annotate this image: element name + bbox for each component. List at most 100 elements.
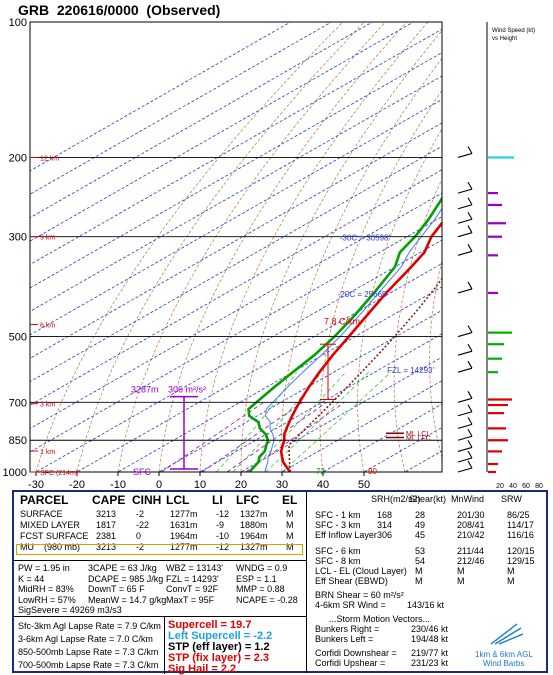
thermo-value: PW = 1.95 in (18, 563, 70, 573)
storm-motion-label: Corfidi Upshear = (315, 658, 386, 668)
parcel-cell: 0 (136, 531, 142, 541)
parcel-cell: -12 (216, 509, 230, 519)
isotherm (30, 22, 291, 172)
x-tick-label: 30 (276, 479, 288, 491)
wind-barb (457, 152, 473, 158)
isotherm (322, 403, 442, 472)
parcel-cell: 2381 (96, 531, 117, 541)
thermo-indices: PW = 1.95 in 3CAPE = 63 J/kg WBZ = 13143' W… (14, 560, 306, 617)
wind-barb (457, 397, 473, 403)
hodograph-line (498, 633, 524, 645)
kinematic-header: Shear(kt) (409, 494, 447, 504)
dry-adiabat (393, 177, 442, 472)
thermo-value: FZL = 14293' (166, 573, 219, 584)
kinematic-value: 49 (415, 520, 426, 530)
thermo-value: DCAPE = 985 J/kg (88, 573, 164, 584)
kinematic-label: SFC - 6 km (315, 546, 361, 556)
parcel-header: LFC (236, 493, 260, 507)
storm-motion-label: Bunkers Right = (315, 624, 380, 634)
thermo-value: ConvT = 92F (166, 584, 219, 594)
storm-motion-value: 231/23 kt (411, 658, 449, 668)
x-tick-label: -10 (110, 479, 126, 491)
thermo-value: ESP = 1.1 (236, 573, 277, 584)
pressure-label: 700 (9, 397, 27, 409)
parcel-cell: 1964m (170, 531, 198, 541)
thermo-value: DownT = 65 F (88, 584, 145, 594)
kinematic-value: 114/17 (507, 520, 534, 530)
wetbulb-trace (264, 207, 442, 472)
parcel-cell: MU (980 mb) (20, 542, 81, 552)
thermo-value: MeanW = 14.7 g/kg (88, 594, 167, 605)
parcel-cell: M (286, 509, 294, 519)
isotherm (35, 239, 442, 472)
isotherm (30, 22, 332, 195)
dry-adiabat (497, 22, 553, 482)
composite-index: Left Supercell = -2.2 (168, 630, 273, 642)
parcel-trace (288, 277, 442, 472)
parcel-cell: 1631m (170, 520, 198, 530)
pressure-label: 100 (9, 17, 27, 29)
parcel-cell: 1327m (240, 509, 268, 519)
storm-motion-value: 219/77 kt (411, 648, 449, 658)
hodograph-line (490, 623, 518, 645)
wind-barb-flag (467, 146, 473, 154)
hodo-label: Wind Barbs (483, 659, 525, 668)
skewt-chart: 100 200 300 500 700 850 1000-30 -20 -10 0 10 20 30 40… (3, 17, 553, 491)
thermo-value: LowRH = 57% (18, 594, 76, 605)
moist-adiabat (281, 371, 391, 472)
x-tick-label: 0 (156, 479, 162, 491)
kinematic-label: SFC - 8 km (315, 556, 361, 566)
wind-barb (457, 411, 473, 417)
storm-motion-label: Bunkers Left = (315, 634, 374, 644)
parcel-cell: 1880m (240, 520, 268, 530)
hodograph-line (494, 627, 522, 645)
wind-barb-flag (467, 404, 473, 413)
wind-barb-flag (467, 197, 473, 206)
kinematic-value: 86/25 (507, 510, 530, 520)
storm-motion-label: Corfidi Downshear = (315, 648, 397, 658)
parcel-cell: 3213 (96, 509, 117, 519)
kinematic-value: 168 (377, 510, 393, 520)
dry-adiabat (319, 89, 442, 472)
wind-barb-flag (467, 181, 473, 190)
mixing-ratio-line (201, 401, 303, 472)
page-title: GRB 220616/0000 (Observed) (18, 2, 221, 18)
composite-index: Sig Hail = 2.2 (168, 663, 237, 675)
wind-barb-flag (467, 244, 473, 252)
kinematic-value: 314 (377, 520, 393, 530)
thermo-value: MMP = 0.88 (236, 584, 285, 594)
parcel-header: CINH (132, 493, 162, 507)
lcl-label: ML LCL (406, 431, 430, 438)
wind-profile-subtitle: vs Height (492, 36, 517, 42)
kinematic-value: 210/42 (457, 530, 485, 540)
thermo-value: NCAPE = -0.28 (236, 594, 298, 605)
plot-area (30, 22, 553, 482)
kinematic-value: 129/15 (507, 556, 535, 566)
parcel-table: PARCEL CAPE CINH LCL LI LFC EL SURFACE 3213 -2 127… (14, 492, 306, 558)
kinematic-value: 54 (415, 556, 426, 566)
parcel-header: LCL (166, 493, 190, 507)
isotherm (30, 22, 373, 219)
dry-adiabat (117, 22, 386, 472)
wind-barb (457, 446, 473, 452)
wind-barb-flag (467, 440, 473, 448)
sr-wind-value: 143/16 kt (407, 600, 445, 610)
wind-barb (457, 367, 473, 373)
composite-index: STP (eff layer) = 1.2 (168, 641, 270, 653)
wind-barb (457, 435, 473, 441)
lapse-rate: Sfc-3km Agl Lapse Rate = 7.9 C/km (18, 621, 161, 631)
dry-adiabat (199, 22, 429, 472)
dry-adiabat (357, 127, 442, 472)
kinematic-value: 120/15 (507, 546, 535, 556)
parcel-header: LI (212, 493, 223, 507)
parcel-cell: 1327m (240, 542, 268, 552)
x-tick-label: -20 (69, 479, 85, 491)
parcel-cell: M (286, 531, 294, 541)
thermo-value: WNDG = 0.9 (236, 563, 288, 573)
height-label: SFC (214m) (40, 470, 78, 477)
storm-motion-title: ...Storm Motion Vectors... (329, 614, 431, 624)
thermo-value: WBZ = 13143' (166, 563, 223, 573)
kinematic-value: 45 (415, 530, 426, 540)
moist-adiabat (216, 371, 298, 472)
kinematic-value: 116/16 (507, 530, 534, 540)
